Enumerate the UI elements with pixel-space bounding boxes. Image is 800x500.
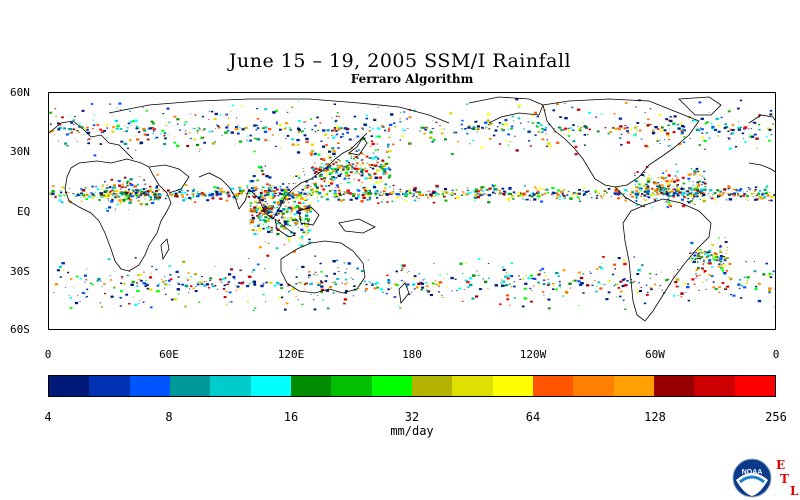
rainfall-pixels	[49, 98, 775, 312]
coast-arabia	[148, 164, 190, 194]
colorbar-swatch	[411, 376, 453, 396]
coast-africa	[64, 158, 172, 272]
noaa-logo-text: NOAA	[742, 469, 763, 476]
colorbar-swatch	[573, 376, 614, 396]
colorbar-swatch	[169, 376, 211, 396]
colorbar-swatch	[734, 376, 775, 396]
colorbar-swatch	[210, 376, 251, 396]
lon-label-60w: 60W	[645, 348, 665, 361]
lon-label-60e: 60E	[159, 348, 179, 361]
coast-se-asia	[248, 132, 368, 220]
etl-letter-l: L	[790, 484, 799, 498]
lat-label-60n: 60N	[10, 86, 30, 99]
colorbar-swatch	[129, 376, 170, 396]
colorbar-swatch	[331, 376, 372, 396]
lon-label-0-end: 0	[772, 348, 780, 361]
rainfall-map-svg	[49, 96, 775, 322]
colorbar-swatch	[532, 376, 574, 396]
coast-south-america	[622, 198, 712, 322]
coast-borneo	[298, 206, 320, 226]
coast-japan	[348, 136, 368, 156]
coast-new-zealand	[398, 282, 410, 304]
coast-europe	[49, 120, 134, 160]
colorbar-label-64: 64	[525, 410, 541, 424]
lat-label-30s: 30S	[10, 265, 30, 278]
colorbar-label-4: 4	[44, 410, 52, 424]
colorbar-swatch	[290, 376, 332, 396]
etl-letter-e: E	[776, 458, 786, 472]
lon-label-0: 0	[44, 348, 52, 361]
colorbar-swatch	[694, 376, 735, 396]
noaa-logo-icon: NOAA	[732, 458, 772, 498]
coast-central-america	[614, 186, 646, 208]
rainfall-colorbar	[48, 375, 776, 397]
lat-label-60s: 60S	[10, 323, 30, 336]
colorbar-swatch	[250, 376, 291, 396]
colorbar-label-128: 128	[644, 410, 666, 424]
colorbar-swatch	[371, 376, 412, 396]
coast-greenland	[678, 96, 722, 116]
coast-asia-north	[108, 98, 450, 124]
lon-label-120e: 120E	[277, 348, 305, 361]
coast-west-africa	[748, 162, 775, 173]
colorbar-label-16: 16	[283, 410, 299, 424]
colorbar-units: mm/day	[390, 424, 434, 438]
colorbar-swatch	[452, 376, 493, 396]
coast-india	[198, 172, 250, 210]
coast-sumatra	[274, 218, 296, 238]
colorbar-swatch	[89, 376, 130, 396]
rainfall-map	[48, 92, 776, 330]
colorbar-label-32: 32	[404, 410, 420, 424]
coast-australia	[280, 240, 366, 294]
lon-label-120w: 120W	[519, 348, 547, 361]
colorbar-label-256: 256	[765, 410, 787, 424]
coastlines	[49, 96, 775, 322]
chart-title: June 15 – 19, 2005 SSM/I Rainfall	[228, 50, 572, 72]
colorbar-swatch	[492, 376, 533, 396]
coast-alaska	[468, 96, 544, 124]
etl-letter-t: T	[780, 472, 789, 486]
colorbar-label-8: 8	[165, 410, 173, 424]
lon-label-180: 180	[402, 348, 422, 361]
coast-madagascar	[160, 238, 170, 261]
coast-north-america	[542, 98, 700, 188]
lat-label-30n: 30N	[10, 145, 30, 158]
colorbar-swatch	[49, 376, 90, 396]
lat-label-eq: EQ	[17, 205, 31, 218]
colorbar-swatch	[613, 376, 654, 396]
coast-west-europe	[748, 114, 775, 124]
colorbar-swatch	[653, 376, 695, 396]
chart-subtitle: Ferraro Algorithm	[350, 72, 474, 86]
coast-new-guinea	[338, 218, 376, 234]
